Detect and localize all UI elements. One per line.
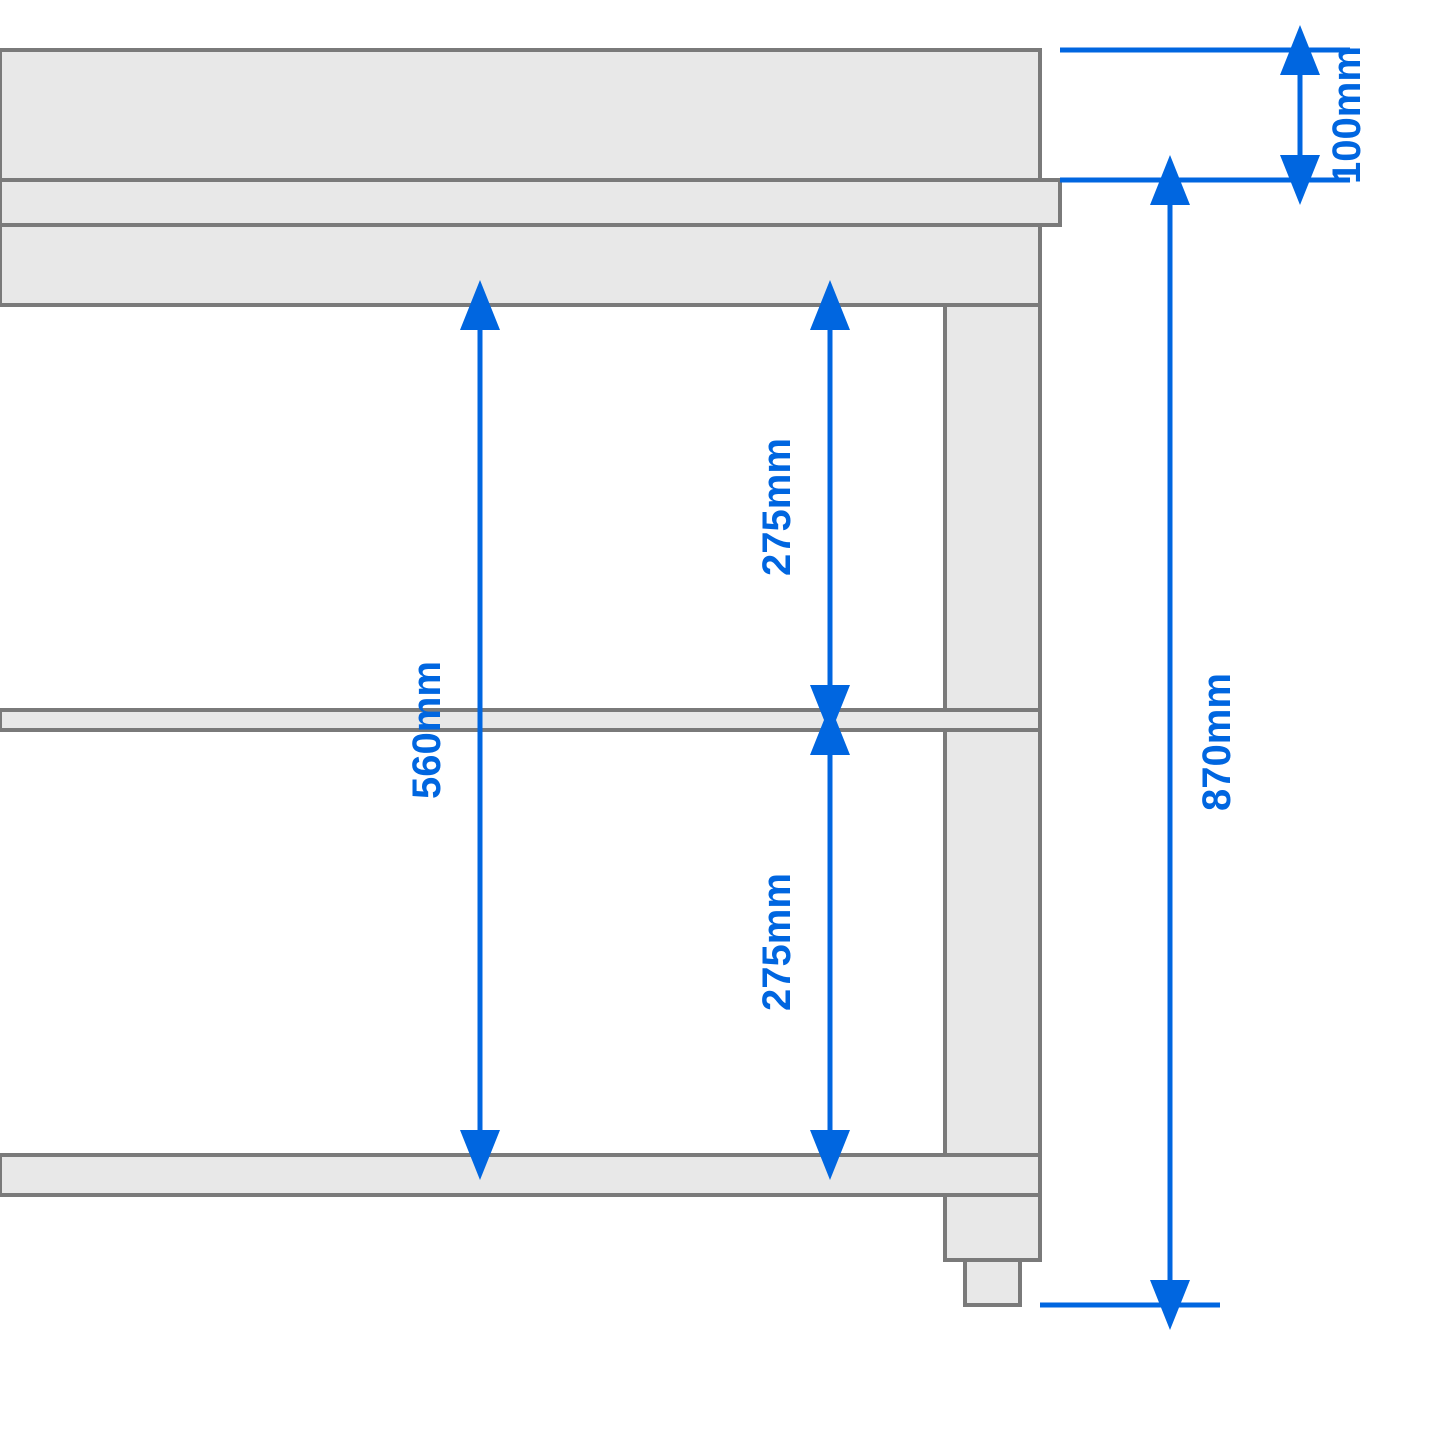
table-leg <box>945 225 1040 1260</box>
table-backsplash <box>0 50 1040 180</box>
table-top <box>0 180 1060 225</box>
table-bottom-shelf <box>0 1155 1040 1195</box>
dim-100mm: 100mm <box>1325 46 1369 184</box>
dim-275mm-upper: 275mm <box>755 438 799 576</box>
technical-drawing: 100mm 870mm 560mm 275mm 275mm <box>0 0 1445 1445</box>
table-mid-shelf <box>0 710 1040 730</box>
dim-870mm: 870mm <box>1195 673 1239 811</box>
table-foot <box>965 1260 1020 1305</box>
table-outline <box>0 50 1060 1305</box>
dim-275mm-lower: 275mm <box>755 873 799 1011</box>
dim-560mm: 560mm <box>405 661 449 799</box>
table-apron <box>0 225 1040 305</box>
